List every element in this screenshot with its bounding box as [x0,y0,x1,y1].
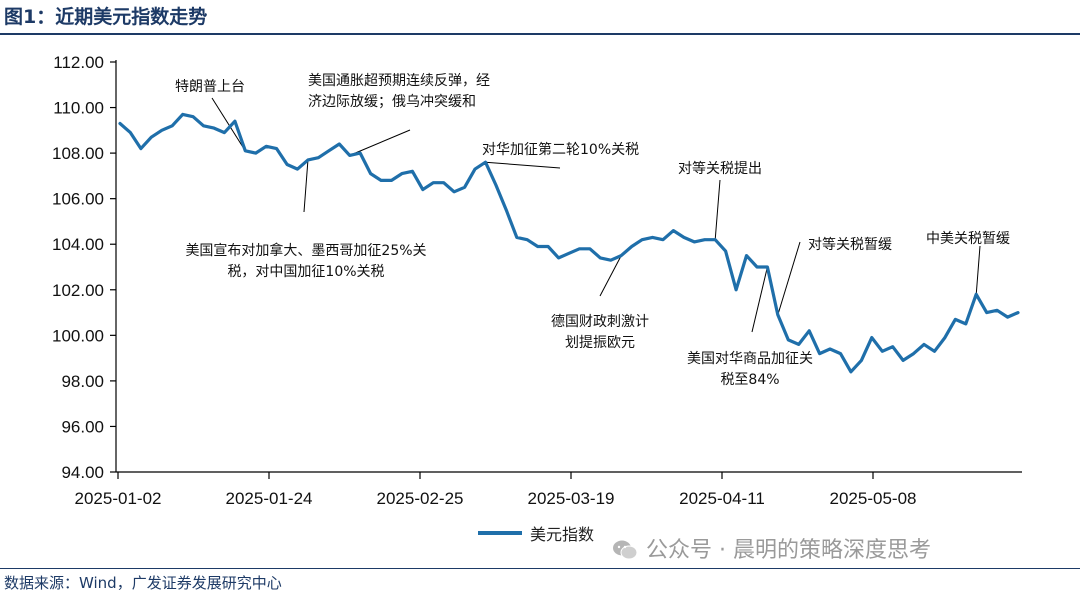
y-tick-label: 100.00 [52,326,104,345]
annotation-second-china-tariff: 对华加征第二轮10%关税 [482,142,640,158]
annotation-leader-line [599,255,622,297]
annotation-tariff-pause: 对等关税暂缓 [808,237,892,253]
x-axis: 2025-01-02 2025-01-24 2025-02-25 2025-03-19… [75,471,1022,508]
x-tick-label: 2025-03-19 [528,489,615,508]
annotation-leader-line [751,266,768,333]
series-line-dxy [118,112,1020,374]
y-tick-label: 104.00 [52,235,104,254]
x-tick-label: 2025-01-02 [75,489,162,508]
annotation-leader-line [714,179,721,240]
annotation-canada-mexico-tariff: 美国宣布对加拿大、墨西哥加征25%关 税，对中国加征10%关税 [185,243,427,280]
chart-legend: 美元指数 [478,521,594,545]
watermark-text: 公众号 · 晨明的策略深度思考 [646,538,931,563]
annotation-leader-line [975,245,981,295]
annotation-reciprocal-tariff: 对等关税提出 [678,161,762,177]
annotation-us-inflation: 美国通胀超预期连续反弹，经 济边际放缓；俄乌冲突缓和 [308,73,490,110]
line-chart: 94.00 96.00 98.00 100.00 102.00 104.00 106.00 1… [52,53,1022,508]
annotation-leader-line [485,161,561,169]
annotation-leader-line [777,241,801,315]
watermark: 公众号 · 晨明的策略深度思考 [612,532,931,564]
y-tick-label: 108.00 [52,144,104,163]
legend-swatch [478,531,522,535]
chart-title: 图1：近期美元指数走势 [4,6,208,28]
x-tick-label: 2025-05-08 [830,489,917,508]
x-tick-label: 2025-04-11 [679,489,765,508]
annotation-leader-line [211,97,246,152]
y-tick-label: 94.00 [61,463,104,482]
data-source: 数据来源：Wind，广发证券发展研究中心 [4,574,282,592]
annotation-leader-line [303,159,309,213]
annotation-china-us-pause: 中美关税暂缓 [926,231,1010,247]
wechat-icon [613,540,638,560]
y-tick-label: 106.00 [52,190,104,209]
x-tick-label: 2025-01-24 [226,489,313,508]
annotation-trump-inauguration: 特朗普上台 [175,79,245,95]
annotation-84-tariff: 美国对华商品加征关 税至84% [687,351,813,388]
y-tick-label: 96.00 [61,417,104,436]
annotation-germany-fiscal: 德国财政刺激计 划提振欧元 [551,314,649,351]
y-axis: 94.00 96.00 98.00 100.00 102.00 104.00 106.00 1… [52,53,117,482]
footer-rule [0,568,1080,569]
legend-label: 美元指数 [530,525,595,544]
title-rule [0,33,1080,35]
y-tick-label: 110.00 [53,99,104,118]
annotation-leaders [211,97,981,333]
y-tick-label: 112.00 [53,53,104,72]
y-tick-label: 102.00 [52,281,104,300]
annotation-leader-line [349,129,411,156]
y-tick-label: 98.00 [61,372,104,391]
x-tick-label: 2025-02-25 [377,489,464,508]
